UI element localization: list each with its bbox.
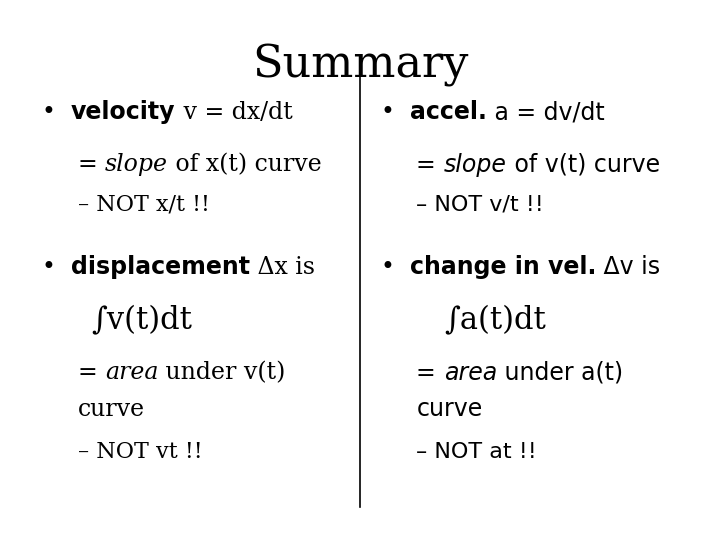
Text: =: = — [416, 153, 444, 177]
Text: accel.: accel. — [410, 100, 487, 124]
Text: =: = — [78, 361, 105, 384]
Text: =: = — [78, 153, 105, 176]
Text: Δv is: Δv is — [596, 255, 660, 279]
Text: slope: slope — [444, 153, 507, 177]
Text: – NOT x/t !!: – NOT x/t !! — [78, 193, 210, 215]
Text: – NOT v/t !!: – NOT v/t !! — [416, 194, 544, 214]
Text: a = dv/dt: a = dv/dt — [487, 100, 605, 124]
Text: ∫v(t)dt: ∫v(t)dt — [91, 305, 192, 335]
Text: area: area — [105, 361, 158, 384]
Text: ∫a(t)dt: ∫a(t)dt — [445, 305, 546, 335]
Text: curve: curve — [78, 398, 145, 421]
Text: under a(t): under a(t) — [497, 361, 623, 384]
Text: of v(t) curve: of v(t) curve — [507, 153, 660, 177]
Text: curve: curve — [416, 397, 482, 421]
Text: – NOT at !!: – NOT at !! — [416, 442, 537, 462]
Text: slope: slope — [105, 153, 168, 176]
Text: v = dx/dt: v = dx/dt — [176, 100, 292, 124]
Text: under v(t): under v(t) — [158, 361, 286, 384]
Text: – NOT vt !!: – NOT vt !! — [78, 441, 202, 462]
Text: •: • — [381, 100, 410, 124]
Text: •: • — [42, 255, 71, 279]
Text: Δx is: Δx is — [250, 256, 315, 279]
Text: displacement: displacement — [71, 255, 250, 279]
Text: Summary: Summary — [252, 44, 468, 87]
Text: area: area — [444, 361, 497, 384]
Text: =: = — [416, 361, 444, 384]
Text: of x(t) curve: of x(t) curve — [168, 153, 322, 176]
Text: •: • — [42, 100, 71, 124]
Text: velocity: velocity — [71, 100, 176, 124]
Text: •: • — [381, 255, 410, 279]
Text: change in vel.: change in vel. — [410, 255, 596, 279]
